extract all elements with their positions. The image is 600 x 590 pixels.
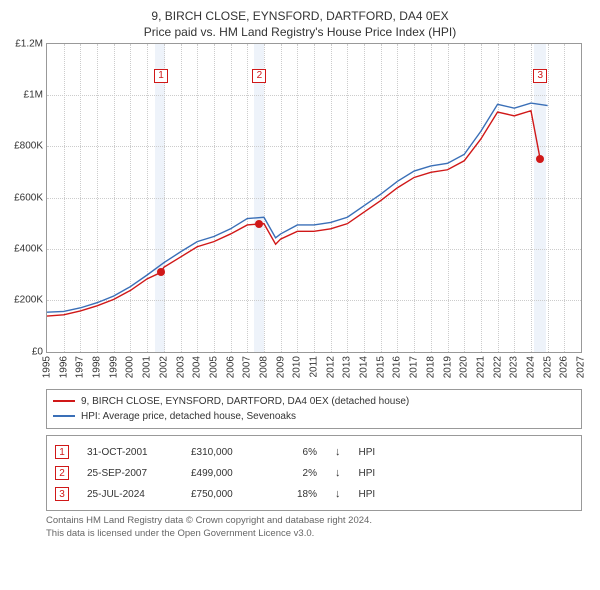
event-diff: 6% [279,443,317,462]
x-axis-label: 2027 [576,356,587,378]
y-axis-label: £600K [14,192,43,203]
legend-swatch [53,400,75,402]
attribution-footer: Contains HM Land Registry data © Crown c… [46,515,582,541]
event-price: £499,000 [191,464,261,483]
x-axis-label: 2011 [309,356,320,378]
marker-box: 3 [533,69,547,83]
x-axis-label: 2023 [509,356,520,378]
x-axis-label: 2004 [192,356,203,378]
down-arrow-icon: ↓ [335,442,341,463]
legend-item: 9, BIRCH CLOSE, EYNSFORD, DARTFORD, DA4 … [53,394,575,409]
events-table: 1 31-OCT-2001 £310,000 6% ↓ HPI 2 25-SEP-2007 £4… [46,435,582,512]
x-axis-label: 1995 [42,356,53,378]
x-axis-label: 2017 [409,356,420,378]
x-axis-label: 2003 [175,356,186,378]
x-axis-label: 2002 [158,356,169,378]
event-price: £310,000 [191,443,261,462]
x-axis-label: 2020 [459,356,470,378]
x-axis-label: 1998 [92,356,103,378]
x-axis-label: 1999 [108,356,119,378]
legend-item: HPI: Average price, detached house, Seve… [53,409,575,424]
y-axis-label: £400K [14,244,43,255]
chart-subtitle: Price paid vs. HM Land Registry's House … [10,25,590,39]
x-axis-label: 2015 [375,356,386,378]
down-arrow-icon: ↓ [335,463,341,484]
event-price: £750,000 [191,485,261,504]
series-line [47,111,543,316]
marker-point [255,220,263,228]
x-axis-label: 2005 [208,356,219,378]
x-axis-label: 2021 [475,356,486,378]
event-hpi-label: HPI [359,485,376,504]
x-axis-label: 2007 [242,356,253,378]
event-diff: 2% [279,464,317,483]
event-hpi-label: HPI [359,443,376,462]
x-axis-label: 2022 [492,356,503,378]
x-axis-label: 2019 [442,356,453,378]
x-axis-label: 2008 [258,356,269,378]
y-axis-label: £1M [24,90,43,101]
x-axis-label: 2010 [292,356,303,378]
price-chart: £0£200K£400K£600K£800K£1M£1.2M1995199619… [46,43,582,353]
marker-box: 2 [252,69,266,83]
x-axis-label: 2001 [142,356,153,378]
event-row: 3 25-JUL-2024 £750,000 18% ↓ HPI [55,484,573,505]
x-axis-label: 2018 [425,356,436,378]
x-axis-label: 2026 [559,356,570,378]
y-axis-label: £1.2M [15,38,43,49]
down-arrow-icon: ↓ [335,484,341,505]
marker-box: 1 [154,69,168,83]
x-axis-label: 2006 [225,356,236,378]
footer-line: This data is licensed under the Open Gov… [46,528,582,541]
event-marker: 1 [55,445,69,459]
event-marker: 3 [55,487,69,501]
x-axis-label: 2000 [125,356,136,378]
marker-point [536,155,544,163]
x-axis-label: 2013 [342,356,353,378]
legend-swatch [53,415,75,417]
y-axis-label: £800K [14,141,43,152]
x-axis-label: 2016 [392,356,403,378]
event-row: 2 25-SEP-2007 £499,000 2% ↓ HPI [55,463,573,484]
x-axis-label: 2009 [275,356,286,378]
x-axis-label: 2014 [359,356,370,378]
event-date: 25-JUL-2024 [87,485,173,504]
event-hpi-label: HPI [359,464,376,483]
legend-label: 9, BIRCH CLOSE, EYNSFORD, DARTFORD, DA4 … [81,394,409,409]
legend: 9, BIRCH CLOSE, EYNSFORD, DARTFORD, DA4 … [46,389,582,429]
chart-title: 9, BIRCH CLOSE, EYNSFORD, DARTFORD, DA4 … [10,8,590,25]
footer-line: Contains HM Land Registry data © Crown c… [46,515,582,528]
x-axis-label: 1997 [75,356,86,378]
marker-point [157,268,165,276]
event-date: 25-SEP-2007 [87,464,173,483]
x-axis-label: 2024 [525,356,536,378]
x-axis-label: 2012 [325,356,336,378]
event-row: 1 31-OCT-2001 £310,000 6% ↓ HPI [55,442,573,463]
event-diff: 18% [279,485,317,504]
x-axis-label: 1996 [58,356,69,378]
x-axis-label: 2025 [542,356,553,378]
chart-lines [47,44,581,352]
series-line [47,103,548,312]
legend-label: HPI: Average price, detached house, Seve… [81,409,296,424]
event-date: 31-OCT-2001 [87,443,173,462]
y-axis-label: £200K [14,295,43,306]
event-marker: 2 [55,466,69,480]
